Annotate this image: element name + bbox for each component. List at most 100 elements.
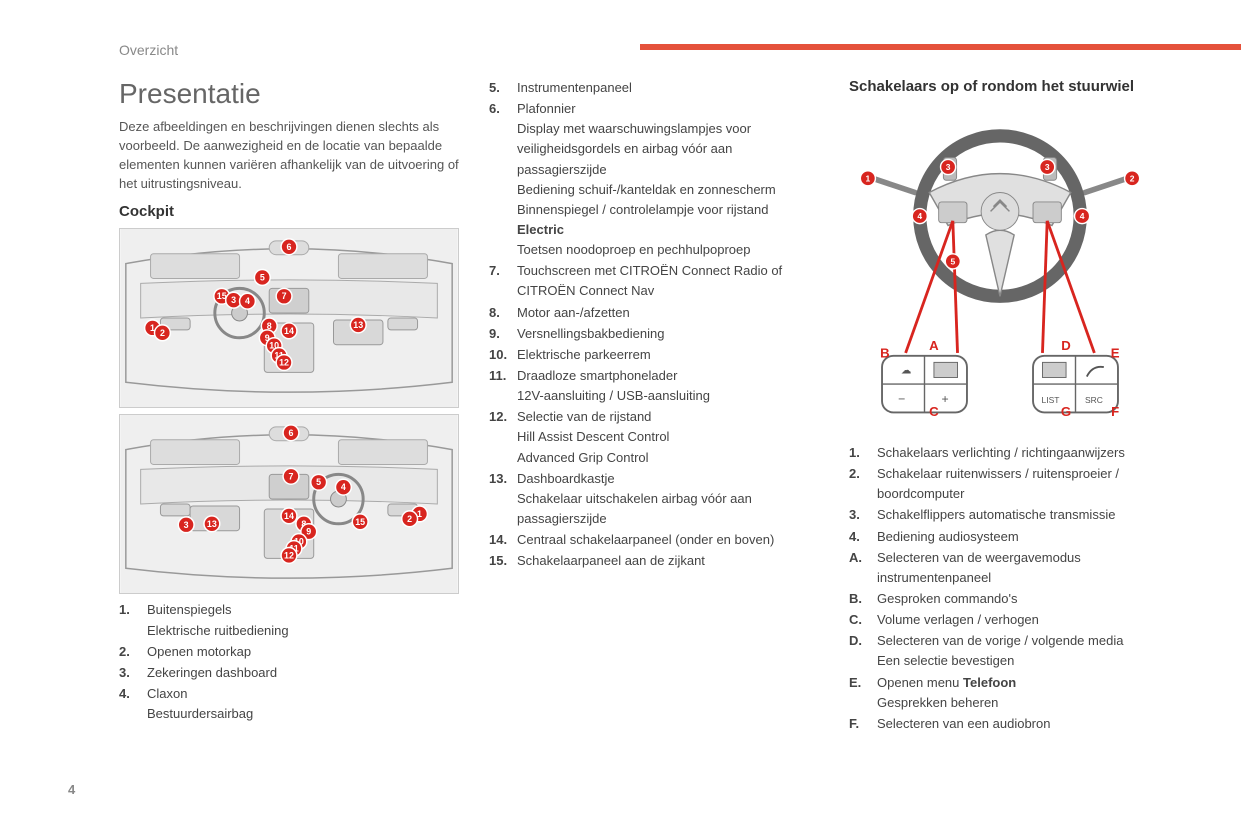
list-item: A.Selecteren van de weergavemodus instru… — [849, 548, 1151, 588]
list-item: 14.Centraal schakelaarpaneel (onder en b… — [489, 530, 819, 550]
list-item: 7.Touchscreen met CITROËN Connect Radio … — [489, 261, 819, 301]
list-item: F.Selecteren van een audiobron — [849, 714, 1151, 734]
list-item: 3.Zekeringen dashboard — [119, 663, 459, 683]
list-item: 6.PlafonnierDisplay met waarschuwingslam… — [489, 99, 819, 260]
svg-text:5: 5 — [260, 273, 265, 283]
svg-text:G: G — [1061, 404, 1071, 419]
svg-text:3: 3 — [1045, 162, 1050, 172]
svg-text:9: 9 — [306, 527, 311, 537]
svg-text:13: 13 — [207, 519, 217, 529]
svg-text:A: A — [929, 338, 939, 353]
svg-text:5: 5 — [316, 478, 321, 488]
svg-text:12: 12 — [284, 551, 294, 561]
list-marker: E. — [849, 673, 877, 713]
svg-text:1: 1 — [866, 173, 871, 183]
svg-text:+: + — [941, 392, 948, 406]
list-marker: 5. — [489, 78, 517, 98]
list-item: 9.Versnellingsbakbediening — [489, 324, 819, 344]
list-body: Volume verlagen / verhogen — [877, 610, 1151, 630]
svg-text:SRC: SRC — [1085, 395, 1103, 405]
svg-text:☁: ☁ — [901, 366, 911, 377]
list-item: 10.Elektrische parkeerrem — [489, 345, 819, 365]
svg-text:3: 3 — [184, 520, 189, 530]
list-marker: D. — [849, 631, 877, 671]
list-marker: A. — [849, 548, 877, 588]
svg-text:4: 4 — [341, 483, 346, 493]
list-body: Elektrische parkeerrem — [517, 345, 819, 365]
list-item: 3.Schakelflippers automatische transmiss… — [849, 505, 1151, 525]
list-body: Openen motorkap — [147, 642, 459, 662]
list-body: Selecteren van de weergavemodus instrume… — [877, 548, 1151, 588]
list-marker: 15. — [489, 551, 517, 571]
svg-text:12: 12 — [279, 358, 289, 368]
list-body: Draadloze smartphonelader12V-aansluiting… — [517, 366, 819, 406]
cockpit-list-2: 5.Instrumentenpaneel6.PlafonnierDisplay … — [489, 78, 819, 571]
list-marker: 14. — [489, 530, 517, 550]
list-marker: 3. — [849, 505, 877, 525]
svg-text:6: 6 — [287, 242, 292, 252]
list-body: Selecteren van een audiobron — [877, 714, 1151, 734]
list-marker: 7. — [489, 261, 517, 301]
column-3: Schakelaars op of rondom het stuurwiel — [849, 78, 1151, 735]
svg-text:F: F — [1111, 404, 1119, 419]
list-body: Zekeringen dashboard — [147, 663, 459, 683]
list-marker: 4. — [849, 527, 877, 547]
page-title: Presentatie — [119, 78, 459, 110]
list-item: 13.DashboardkastjeSchakelaar uitschakele… — [489, 469, 819, 529]
list-item: 5.Instrumentenpaneel — [489, 78, 819, 98]
svg-text:14: 14 — [284, 511, 294, 521]
svg-text:2: 2 — [1130, 173, 1135, 183]
list-item: 15.Schakelaarpaneel aan de zijkant — [489, 551, 819, 571]
list-item: 12.Selectie van de rijstandHill Assist D… — [489, 407, 819, 467]
list-body: Openen menu TelefoonGesprekken beheren — [877, 673, 1151, 713]
list-marker: 10. — [489, 345, 517, 365]
svg-text:2: 2 — [407, 514, 412, 524]
steering-diagram: ☁ − + LIST SRC 1233445ABCDEFG — [849, 103, 1151, 433]
breadcrumb: Overzicht — [119, 42, 178, 58]
list-body: Schakelaarpaneel aan de zijkant — [517, 551, 819, 571]
page-content: Presentatie Deze afbeeldingen en beschri… — [119, 78, 1151, 735]
list-item: E.Openen menu TelefoonGesprekken beheren — [849, 673, 1151, 713]
svg-text:E: E — [1111, 346, 1120, 361]
list-marker: 9. — [489, 324, 517, 344]
svg-text:3: 3 — [946, 162, 951, 172]
list-item: 11.Draadloze smartphonelader12V-aansluit… — [489, 366, 819, 406]
svg-text:4: 4 — [245, 297, 250, 307]
list-marker: 4. — [119, 684, 147, 724]
list-body: DashboardkastjeSchakelaar uitschakelen a… — [517, 469, 819, 529]
page-number: 4 — [68, 782, 75, 797]
column-2: 5.Instrumentenpaneel6.PlafonnierDisplay … — [489, 78, 819, 735]
list-body: Schakelaars verlichting / richtingaanwij… — [877, 443, 1151, 463]
list-body: Centraal schakelaarpaneel (onder en bove… — [517, 530, 819, 550]
svg-text:14: 14 — [284, 326, 294, 336]
svg-text:B: B — [880, 346, 890, 361]
list-body: Touchscreen met CITROËN Connect Radio of… — [517, 261, 819, 301]
list-body: Selecteren van de vorige / volgende medi… — [877, 631, 1151, 671]
list-marker: 11. — [489, 366, 517, 406]
list-marker: F. — [849, 714, 877, 734]
svg-text:4: 4 — [1080, 211, 1085, 221]
svg-text:3: 3 — [231, 296, 236, 306]
list-item: 2.Openen motorkap — [119, 642, 459, 662]
steering-heading: Schakelaars op of rondom het stuurwiel — [849, 78, 1151, 95]
svg-text:7: 7 — [289, 472, 294, 482]
list-item: D.Selecteren van de vorige / volgende me… — [849, 631, 1151, 671]
list-marker: 13. — [489, 469, 517, 529]
list-marker: C. — [849, 610, 877, 630]
list-body: Versnellingsbakbediening — [517, 324, 819, 344]
list-marker: 6. — [489, 99, 517, 260]
list-item: 1.BuitenspiegelsElektrische ruitbedienin… — [119, 600, 459, 640]
svg-text:6: 6 — [289, 428, 294, 438]
list-marker: B. — [849, 589, 877, 609]
list-body: Gesproken commando's — [877, 589, 1151, 609]
list-body: Selectie van de rijstandHill Assist Desc… — [517, 407, 819, 467]
column-1: Presentatie Deze afbeeldingen en beschri… — [119, 78, 459, 735]
list-marker: 2. — [119, 642, 147, 662]
list-item: 4.Bediening audiosysteem — [849, 527, 1151, 547]
cockpit-diagram-2: 675412313148910111215 — [119, 414, 459, 594]
list-body: Schakelaar ruitenwissers / ruitensproeie… — [877, 464, 1151, 504]
intro-text: Deze afbeeldingen en beschrijvingen dien… — [119, 118, 459, 193]
svg-text:13: 13 — [353, 320, 363, 330]
svg-text:4: 4 — [917, 211, 922, 221]
list-item: 8.Motor aan-/afzetten — [489, 303, 819, 323]
